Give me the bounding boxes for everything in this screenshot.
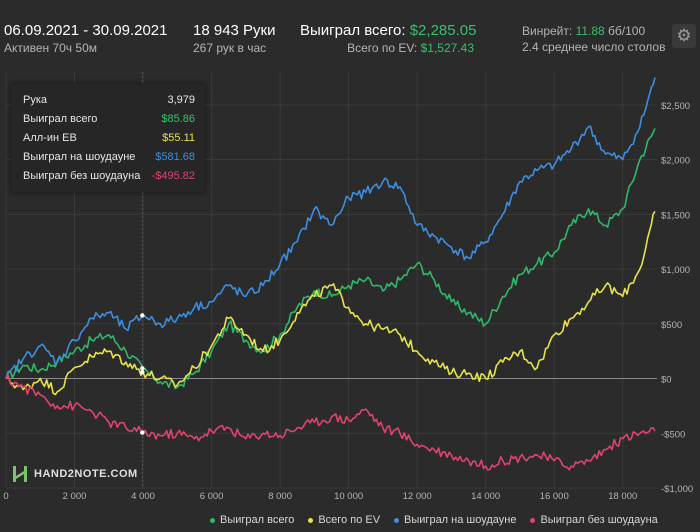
winrate: Винрейт: 11.88 бб/100 [522,24,665,38]
series-line [5,128,656,390]
date-range[interactable]: 06.09.2021 - 30.09.2021 [4,22,168,39]
gear-icon[interactable]: ⚙ [672,24,696,48]
ev-total-value: $1,527.43 [420,41,474,55]
y-tick-label: $1,000 [661,265,690,276]
x-tick-label: 4 000 [131,491,155,502]
tooltip-row: Рука 3,979 [23,94,195,112]
hands-per-hour: 267 рук в час [193,41,267,55]
tooltip-label: Выиграл на шоудауне [23,151,136,163]
chart-series [5,77,656,471]
tooltip-value: $85.86 [161,113,195,125]
stats-header: 06.09.2021 - 30.09.2021 Активен 70ч 50м … [0,0,700,64]
legend-dot [530,517,536,523]
legend-item[interactable]: Выиграл на шоудауне [394,514,516,526]
legend-label: Всего по EV [318,514,381,526]
legend-item[interactable]: Выиграл без шоудауна [530,514,658,526]
x-tick-label: 16 000 [540,491,569,502]
tooltip-value: $55.11 [162,132,195,144]
active-time: Активен 70ч 50м [4,41,97,55]
tooltip-row: Выиграл всего $85.86 [23,113,195,131]
series-line [5,210,656,396]
legend-label: Выиграл без шоудауна [540,514,658,526]
x-tick-label: 12 000 [403,491,432,502]
y-tick-label: $1,500 [661,210,690,221]
total-won: Выиграл всего: $2,285.05 [300,22,476,39]
series-line [5,374,656,471]
x-tick-label: 2 000 [63,491,87,502]
x-tick-label: 0 [3,491,8,502]
hover-tooltip: Рука 3,979 Выиграл всего $85.86 Алл-ин EB $… [11,84,205,192]
tooltip-row: Выиграл на шоудауне $581.68 [23,151,195,169]
tooltip-label: Выиграл всего [23,113,98,125]
x-tick-label: 6 000 [200,491,224,502]
legend-item[interactable]: Всего по EV [308,514,380,526]
y-tick-label: $500 [661,320,682,331]
hands-cell: 18 943 Руки 267 рук в час [193,22,276,55]
x-tick-label: 8 000 [268,491,292,502]
legend-item[interactable]: Выиграл всего [210,514,294,526]
tooltip-row: Выиграл без шоудауна -$495.82 [23,170,195,188]
winrate-value: 11.88 [575,24,605,38]
x-axis-labels: 0 2 000 4 000 6 000 8 000 10 000 12 000 14 000 1… [3,491,637,502]
hand2note-logo: HAND2NOTE.COM [12,464,138,484]
y-tick-label: -$1,000 [661,484,693,495]
hand2note-logo-text: HAND2NOTE.COM [34,468,138,480]
series-line [5,77,656,379]
legend-label: Выиграл всего [220,514,295,526]
tooltip-row: Алл-ин EB $55.11 [23,132,195,150]
y-tick-label: -$500 [661,429,685,440]
hover-dot [140,313,145,318]
chart-marks [140,313,145,435]
winrate-unit: бб/100 [608,24,646,38]
legend-dot [210,517,215,523]
ev-total: Всего по EV: $1,527.43 [300,41,474,55]
chart-legend: Выиграл всего Всего по EV Выиграл на шоу… [210,514,672,526]
x-tick-label: 10 000 [334,491,363,502]
winrate-cell: Винрейт: 11.88 бб/100 2.4 среднее число … [522,22,665,54]
tooltip-value: $581.68 [155,151,195,163]
hover-dot [140,366,145,371]
ev-total-label: Всего по EV: [347,41,418,55]
y-tick-label: $2,500 [661,101,690,112]
hand2note-logo-icon [13,466,27,482]
legend-label: Выиграл на шоудауне [404,514,517,526]
date-range-cell: 06.09.2021 - 30.09.2021 Активен 70ч 50м [4,22,167,55]
tooltip-label: Выиграл без шоудауна [23,170,141,182]
y-axis-labels: $2,500 $2,000 $1,500 $1,000 $500 $0 -$500 -$1,0… [661,101,693,495]
y-tick-label: $2,000 [661,156,690,167]
total-won-value: $2,285.05 [409,22,477,39]
tooltip-value: -$495.82 [151,170,195,182]
legend-dot [394,517,400,523]
hover-dot [140,430,145,435]
x-tick-label: 14 000 [471,491,500,502]
winrate-label: Винрейт: [522,24,573,38]
hands-count: 18 943 Руки [193,22,276,39]
x-tick-label: 18 000 [608,491,637,502]
y-tick-label: $0 [661,375,672,386]
legend-dot [308,517,314,523]
total-won-label: Выиграл всего: [300,22,406,39]
hover-dot [140,369,145,375]
tooltip-label: Рука [23,94,48,106]
winnings-cell: Выиграл всего: $2,285.05 Всего по EV: $1… [300,22,476,55]
tooltip-label: Алл-ин EB [23,132,77,144]
tooltip-value: 3,979 [167,94,195,106]
avg-tables: 2.4 среднее число столов [522,40,666,54]
